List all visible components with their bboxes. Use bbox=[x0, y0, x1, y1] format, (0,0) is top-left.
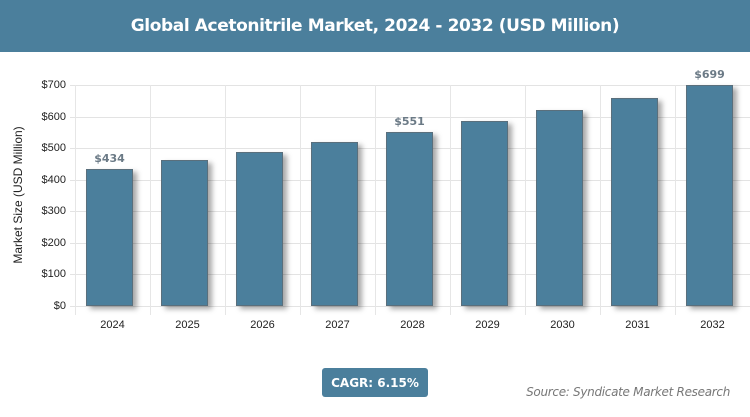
source-note: Source: Syndicate Market Research bbox=[526, 385, 730, 399]
bar-2027 bbox=[311, 142, 358, 306]
gridline-vertical bbox=[300, 85, 301, 315]
bar-2025 bbox=[161, 160, 208, 306]
y-tick-label: $0 bbox=[53, 300, 66, 312]
bar-2024 bbox=[86, 168, 133, 306]
x-tick-label: 2024 bbox=[100, 319, 125, 331]
bar-2032 bbox=[686, 85, 733, 306]
y-tick-label: $600 bbox=[41, 110, 66, 123]
chart-title: Global Acetonitrile Market, 2024 - 2032 … bbox=[130, 16, 620, 36]
x-tick-label: 2030 bbox=[550, 319, 575, 331]
bar-2031 bbox=[611, 97, 658, 306]
y-tick-label: $100 bbox=[41, 268, 66, 281]
cagr-badge: CAGR: 6.15% bbox=[322, 368, 428, 397]
x-tick-label: 2027 bbox=[325, 319, 350, 331]
gridline bbox=[70, 85, 750, 86]
gridline-vertical bbox=[375, 85, 376, 315]
y-tick-label: $400 bbox=[41, 173, 66, 186]
gridline-vertical bbox=[225, 85, 226, 315]
bar-2028 bbox=[386, 132, 433, 306]
data-label: $551 bbox=[394, 115, 425, 129]
bar-2026 bbox=[236, 151, 283, 306]
bar-2029 bbox=[461, 121, 508, 306]
x-tick-label: 2025 bbox=[175, 319, 200, 331]
data-label: $434 bbox=[94, 151, 125, 165]
gridline-vertical bbox=[600, 85, 601, 315]
x-tick-label: 2026 bbox=[250, 319, 275, 331]
gridline-vertical bbox=[675, 85, 676, 315]
gridline-vertical bbox=[450, 85, 451, 315]
y-tick-label: $300 bbox=[41, 205, 66, 218]
y-tick-label: $700 bbox=[41, 79, 66, 91]
y-axis-label: Market Size (USD Million) bbox=[11, 126, 25, 264]
gridline bbox=[70, 306, 750, 307]
y-tick-label: $200 bbox=[41, 236, 66, 249]
chart-header: Global Acetonitrile Market, 2024 - 2032 … bbox=[0, 0, 750, 52]
x-tick-label: 2029 bbox=[475, 319, 500, 331]
bar-2030 bbox=[536, 109, 583, 306]
gridline-vertical bbox=[150, 85, 151, 315]
gridline-vertical bbox=[525, 85, 526, 315]
gridline-vertical bbox=[75, 85, 76, 315]
x-tick-label: 2032 bbox=[700, 319, 725, 331]
x-tick-label: 2028 bbox=[400, 319, 425, 331]
gridline bbox=[70, 116, 750, 118]
y-tick-label: $500 bbox=[41, 142, 66, 155]
data-label: $699 bbox=[694, 68, 725, 82]
x-tick-label: 2031 bbox=[625, 319, 650, 331]
